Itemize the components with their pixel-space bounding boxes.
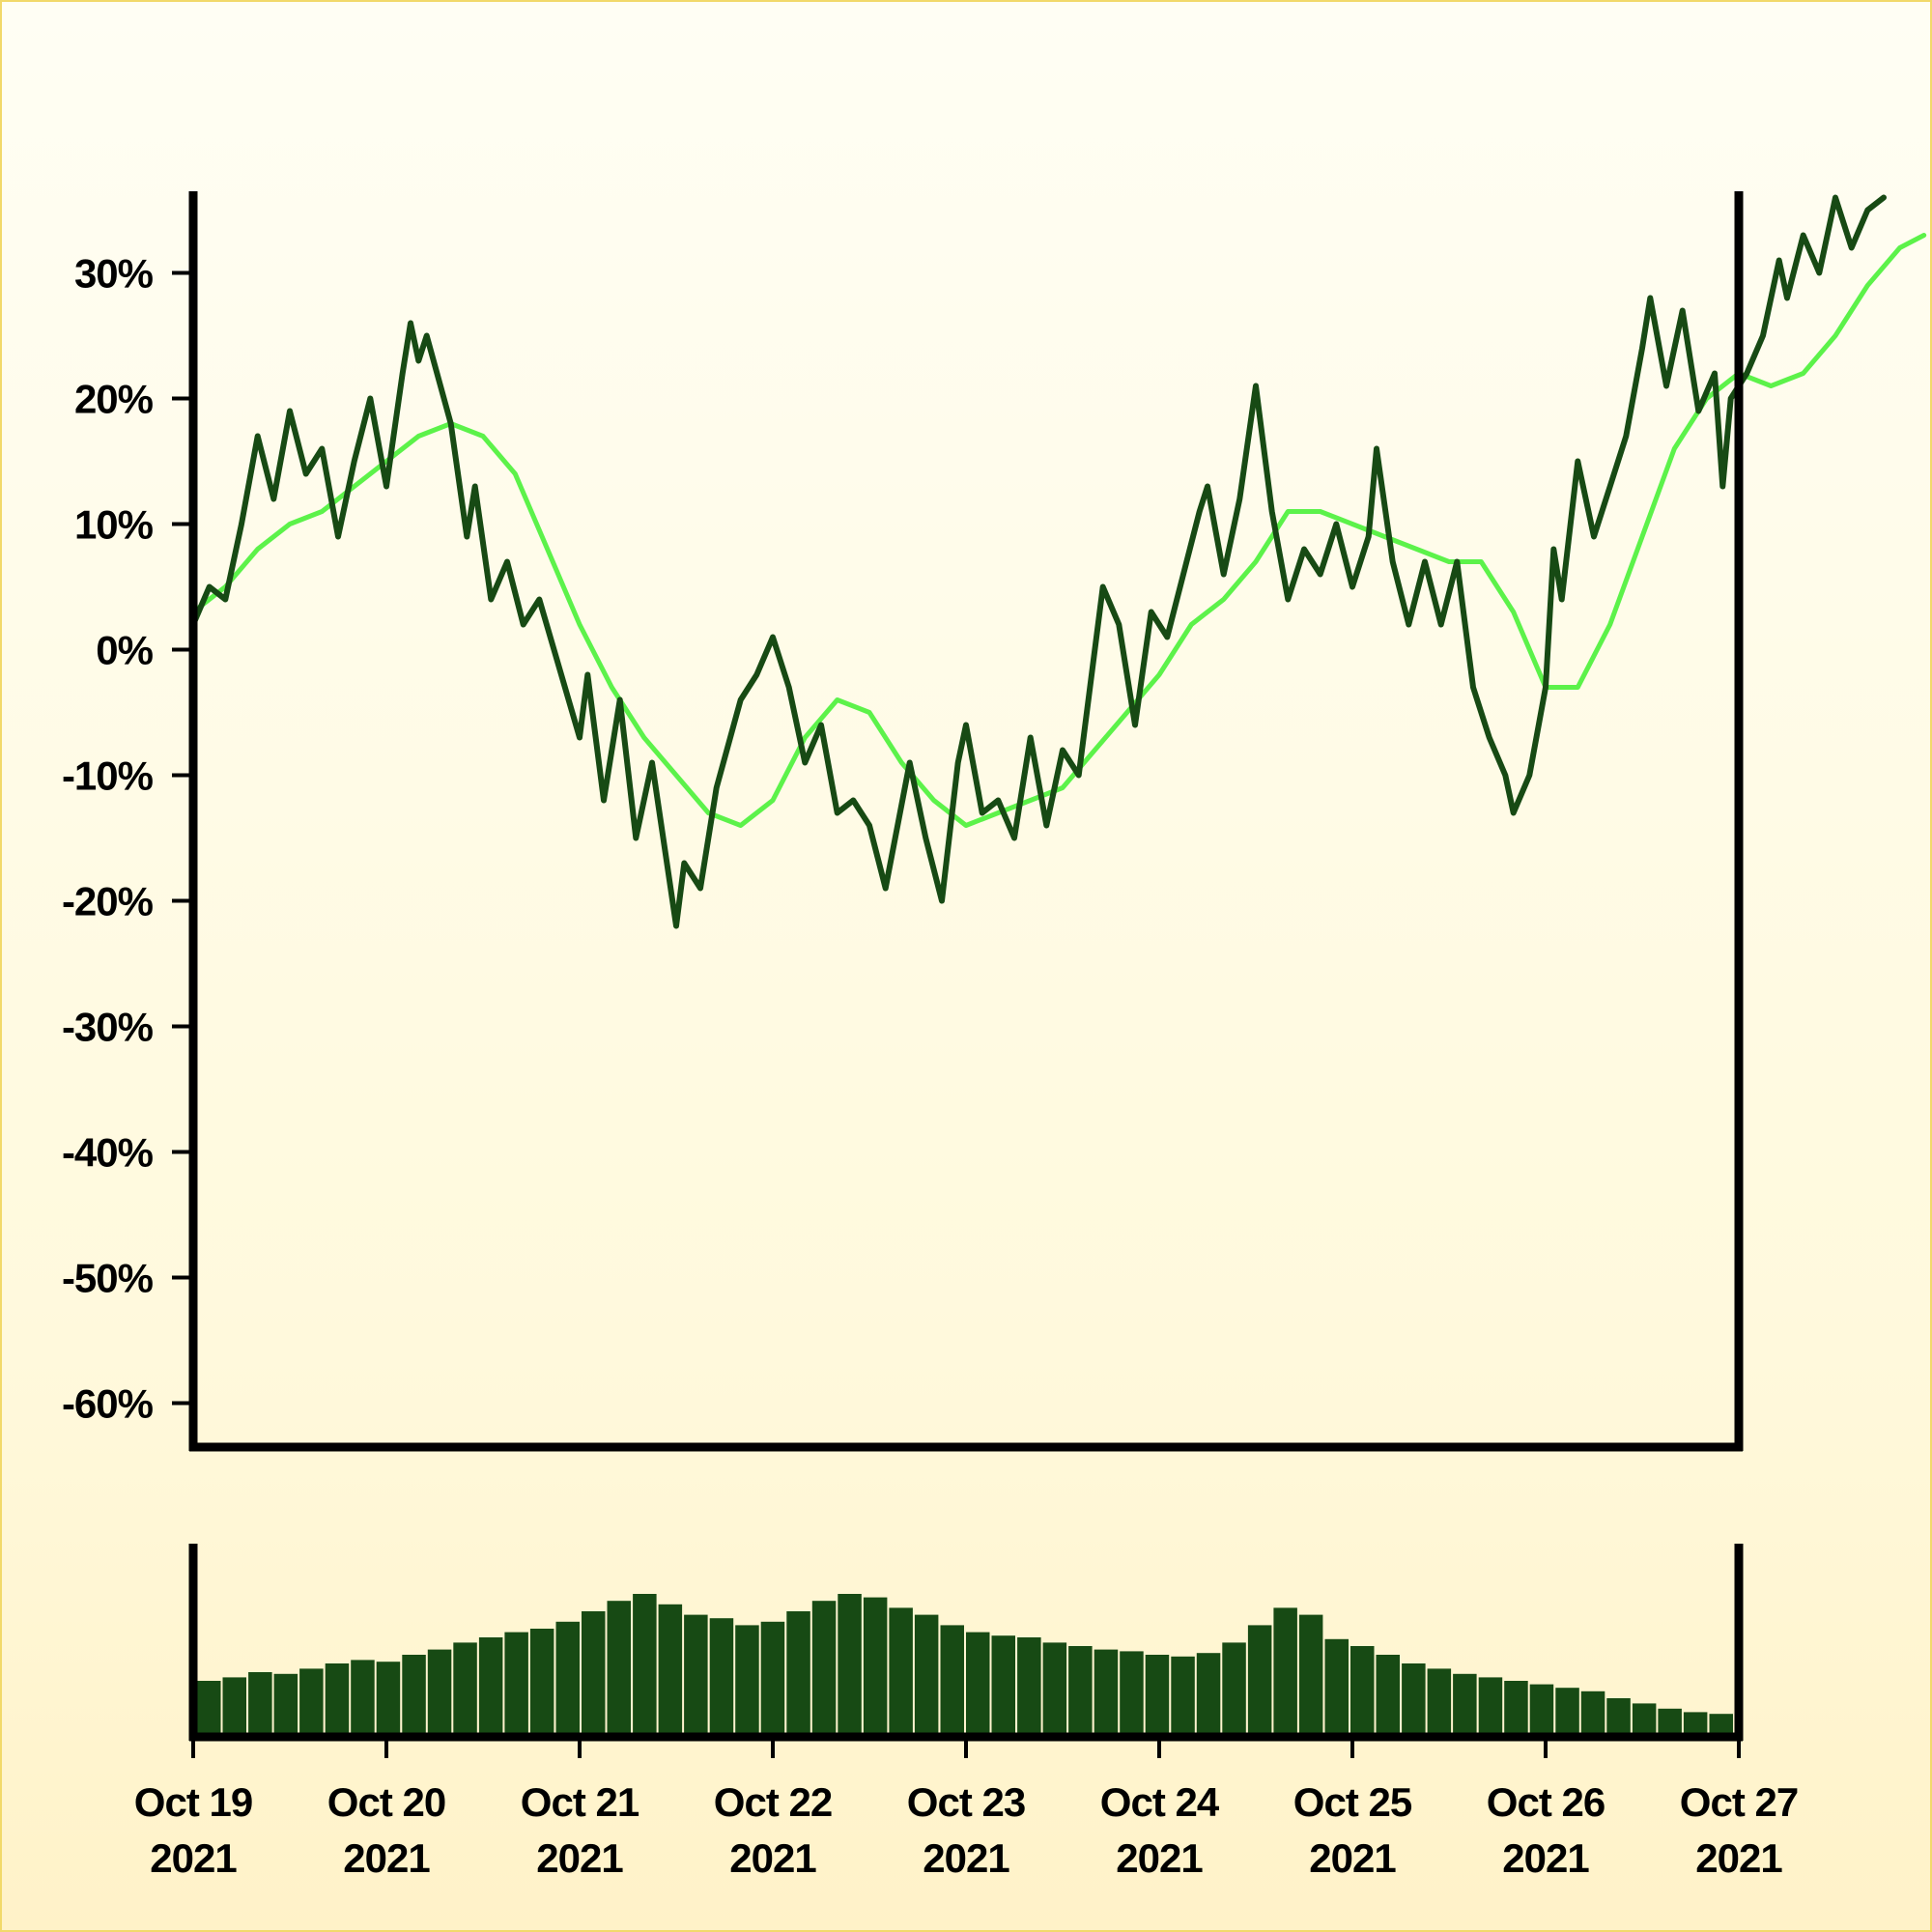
y-tick-label: 30% xyxy=(74,251,154,297)
y-tick-label: -10% xyxy=(62,753,154,799)
volume-bar xyxy=(914,1614,939,1733)
volume-bar xyxy=(1555,1688,1579,1733)
x-tick-label-date: Oct 19 xyxy=(134,1779,252,1825)
volume-bar xyxy=(760,1621,785,1733)
y-tick-label: 0% xyxy=(96,628,153,673)
volume-bar xyxy=(1402,1663,1426,1733)
y-tick-label: -20% xyxy=(62,879,154,924)
volume-bar xyxy=(658,1604,683,1733)
volume-bar xyxy=(1145,1655,1170,1733)
x-tick-label-date: Oct 21 xyxy=(521,1779,639,1825)
volume-bar xyxy=(504,1632,528,1733)
y-tick-label: 20% xyxy=(74,377,154,422)
volume-bar xyxy=(248,1672,272,1733)
y-tick-label: -50% xyxy=(62,1256,154,1301)
volume-bar xyxy=(607,1601,631,1733)
volume-bar xyxy=(889,1607,913,1733)
price-line xyxy=(190,194,1887,929)
volume-bar xyxy=(633,1594,657,1733)
x-tick-label-year: 2021 xyxy=(150,1835,237,1881)
y-tick-label: -30% xyxy=(62,1005,154,1050)
volume-bar xyxy=(222,1677,246,1733)
volume-bar xyxy=(1222,1642,1246,1733)
volume-bar xyxy=(1504,1681,1528,1733)
volume-bar xyxy=(709,1618,734,1733)
volume-bar xyxy=(1529,1684,1554,1733)
x-tick-label-date: Oct 20 xyxy=(327,1779,445,1825)
volume-bar xyxy=(786,1611,810,1733)
x-tick-label-date: Oct 22 xyxy=(714,1779,832,1825)
volume-bar xyxy=(1427,1668,1452,1733)
volume-bar xyxy=(197,1681,221,1733)
y-tick-label: 10% xyxy=(74,502,154,548)
volume-bar xyxy=(351,1660,375,1733)
volume-bar xyxy=(325,1663,350,1733)
x-tick-label-date: Oct 26 xyxy=(1487,1779,1605,1825)
volume-bar xyxy=(1298,1614,1323,1733)
volume-bar xyxy=(940,1625,964,1733)
volume-bar xyxy=(1196,1653,1221,1733)
x-tick-label-year: 2021 xyxy=(1502,1835,1589,1881)
volume-bar xyxy=(1120,1651,1144,1733)
x-tick-label-year: 2021 xyxy=(536,1835,623,1881)
y-axis-ticks: 30% 20% 10% 0% -10% -20% -30% -40% -50% -60% xyxy=(62,251,193,1427)
volume-bar xyxy=(1709,1714,1733,1733)
volume-bar xyxy=(1632,1703,1657,1733)
volume-bar xyxy=(1453,1673,1477,1733)
volume-bar xyxy=(582,1611,606,1733)
volume-bar xyxy=(1580,1690,1605,1733)
volume-bar xyxy=(1683,1712,1708,1733)
volume-bar xyxy=(966,1632,990,1733)
volume-bar xyxy=(1042,1642,1067,1733)
volume-bar xyxy=(1068,1646,1093,1733)
volume-bar xyxy=(1247,1625,1272,1733)
volume-bar xyxy=(1658,1708,1682,1733)
volume-bar xyxy=(453,1642,477,1733)
volume-bar xyxy=(811,1601,837,1733)
volume-bar xyxy=(1350,1646,1375,1733)
volume-bars xyxy=(197,1594,1733,1733)
x-tick-label-year: 2021 xyxy=(729,1835,816,1881)
volume-bar xyxy=(1478,1677,1503,1733)
x-tick-label-year: 2021 xyxy=(1116,1835,1203,1881)
volume-bar xyxy=(991,1635,1015,1733)
volume-bar xyxy=(478,1637,503,1733)
x-tick-label-year: 2021 xyxy=(343,1835,430,1881)
y-tick-label: -40% xyxy=(62,1130,154,1176)
volume-bar xyxy=(273,1673,298,1733)
volume-bar xyxy=(1171,1656,1195,1733)
x-tick-label-date: Oct 25 xyxy=(1293,1779,1412,1825)
volume-bar xyxy=(555,1621,580,1733)
volume-bar xyxy=(838,1594,862,1733)
x-axis-ticks: Oct 19 2021 Oct 20 2021 Oct 21 2021 Oct 22 2021… xyxy=(134,1737,1799,1881)
x-tick-label-year: 2021 xyxy=(1695,1835,1782,1881)
volume-bar xyxy=(299,1668,324,1733)
x-tick-label-year: 2021 xyxy=(923,1835,1009,1881)
volume-bar xyxy=(735,1625,759,1733)
volume-bar xyxy=(1017,1637,1041,1733)
volume-bar xyxy=(427,1649,452,1733)
volume-bar xyxy=(684,1614,708,1733)
x-tick-label-date: Oct 27 xyxy=(1680,1779,1798,1825)
x-tick-label-date: Oct 23 xyxy=(907,1779,1025,1825)
volume-bar xyxy=(1324,1638,1349,1733)
volume-bar xyxy=(376,1662,401,1733)
volume-bar xyxy=(1094,1649,1119,1733)
volume-bar xyxy=(863,1597,888,1733)
volume-bar xyxy=(402,1655,426,1733)
price-panel: 30% 20% 10% 0% -10% -20% -30% -40% -50% -60% xyxy=(62,191,1927,1452)
moving-average-line xyxy=(190,233,1927,828)
volume-bar xyxy=(1606,1698,1631,1733)
volume-panel: Oct 19 2021 Oct 20 2021 Oct 21 2021 Oct 22 2021… xyxy=(134,1544,1799,1881)
volume-bar xyxy=(1273,1607,1297,1733)
volume-bar xyxy=(529,1629,554,1733)
x-tick-label-year: 2021 xyxy=(1309,1835,1396,1881)
x-tick-label-date: Oct 24 xyxy=(1100,1779,1220,1825)
volume-bar xyxy=(1376,1655,1400,1733)
y-tick-label: -60% xyxy=(62,1381,154,1427)
